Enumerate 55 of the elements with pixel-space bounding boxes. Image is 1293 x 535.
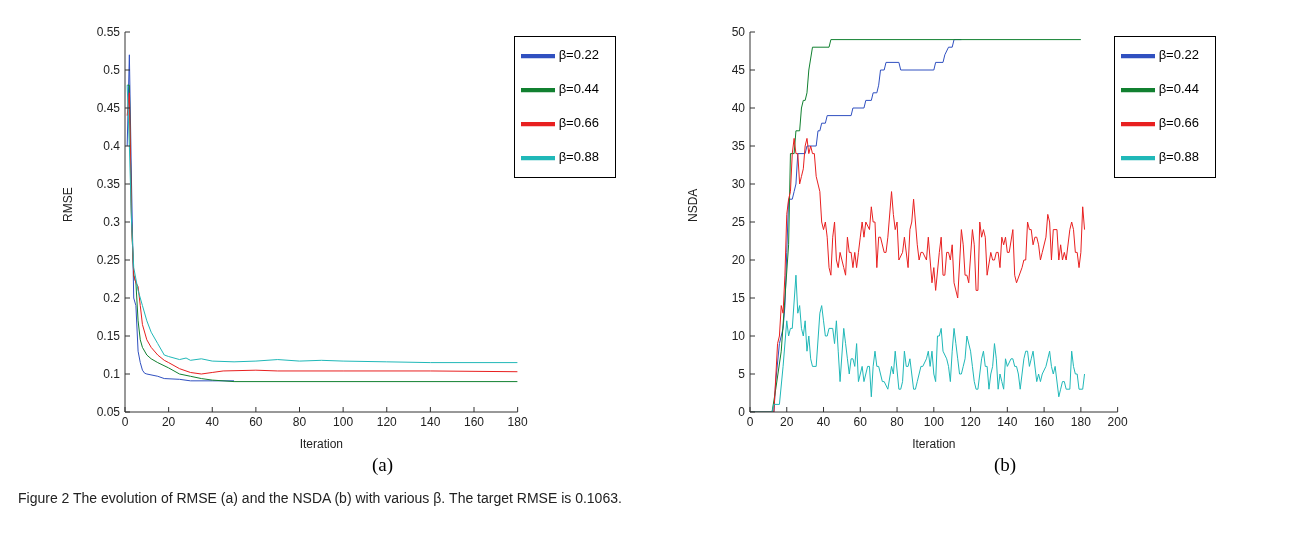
x-tick-label: 100 [333, 414, 354, 429]
y-tick-label: 0.2 [103, 291, 121, 306]
x-tick-label: 180 [1070, 414, 1092, 429]
text: (a) [371, 454, 394, 475]
legend-label: β=0.88 [1158, 149, 1199, 165]
y-axis-title: NSDA [686, 188, 701, 222]
y-tick-label: 50 [731, 25, 746, 40]
y-tick-label: 25 [731, 215, 746, 230]
y-tick-label: 40 [731, 101, 746, 116]
x-tick-label: 120 [376, 414, 398, 429]
legend-label: β=0.88 [558, 149, 599, 165]
x-tick-label: 20 [161, 414, 176, 429]
y-tick-label: 45 [731, 63, 746, 78]
legend-label: β=0.22 [1158, 47, 1199, 63]
y-tick-label: 35 [731, 139, 746, 154]
legend-label: β=0.66 [558, 115, 599, 131]
x-tick-label: 140 [420, 414, 441, 429]
x-tick-label: 180 [507, 414, 528, 429]
x-tick-label: 40 [816, 414, 831, 429]
x-axis-title: Iteration [912, 437, 956, 451]
x-tick-label: 120 [960, 414, 981, 429]
legend-label: β=0.66 [1158, 115, 1199, 131]
y-tick-label: 0.5 [103, 63, 121, 78]
x-tick-label: 80 [890, 414, 905, 429]
y-tick-label: 10 [731, 329, 746, 344]
y-tick-label: 0.3 [103, 215, 121, 230]
y-tick-label: 0.55 [96, 25, 121, 40]
y-tick-label: 0.25 [96, 253, 121, 268]
x-tick-label: 140 [997, 414, 1018, 429]
x-tick-label: 60 [249, 414, 263, 429]
x-tick-label: 200 [1107, 414, 1128, 429]
y-axis-title: RMSE [61, 187, 76, 222]
x-tick-label: 80 [292, 414, 307, 429]
legend-label: β=0.22 [558, 47, 599, 63]
caption: Figure 2 The evolution of RMSE (a) and the NSDA (b) with various β. The target RMSE is 0.1063. [18, 490, 623, 506]
x-tick-label: 60 [853, 414, 868, 429]
y-tick-label: 0.4 [103, 139, 121, 154]
x-tick-label: 40 [205, 414, 220, 429]
legend-label: β=0.44 [558, 81, 599, 97]
y-tick-label: 20 [731, 253, 746, 268]
y-tick-label: 15 [731, 291, 746, 306]
y-tick-label: 0.1 [103, 367, 121, 382]
legend-label: β=0.44 [1158, 81, 1199, 97]
x-tick-label: 160 [1034, 414, 1055, 429]
y-tick-label: 0.35 [96, 177, 121, 192]
text: (b) [993, 454, 1017, 475]
x-tick-label: 20 [780, 414, 794, 429]
y-tick-label: 0.05 [96, 405, 121, 420]
y-tick-label: 0.15 [96, 329, 121, 344]
x-axis-title: Iteration [299, 437, 343, 451]
y-tick-label: 0.45 [96, 101, 121, 116]
x-tick-label: 100 [923, 414, 945, 429]
x-tick-label: 160 [463, 414, 485, 429]
y-tick-label: 5 [738, 367, 746, 382]
y-tick-label: 30 [731, 177, 746, 192]
